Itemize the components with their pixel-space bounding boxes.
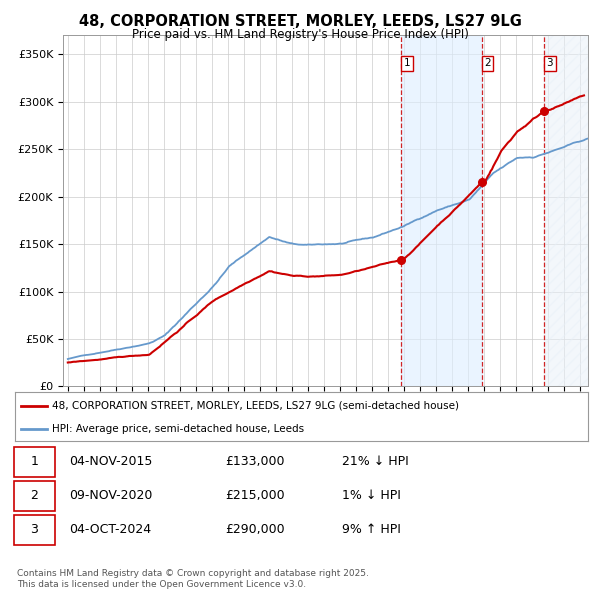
- Text: £215,000: £215,000: [225, 489, 284, 502]
- Text: 3: 3: [547, 58, 553, 68]
- Bar: [544, 35, 588, 386]
- Text: 1% ↓ HPI: 1% ↓ HPI: [342, 489, 401, 502]
- Text: 21% ↓ HPI: 21% ↓ HPI: [342, 455, 409, 468]
- Text: 2: 2: [484, 58, 491, 68]
- Text: 3: 3: [30, 523, 38, 536]
- Text: £133,000: £133,000: [225, 455, 284, 468]
- Text: £290,000: £290,000: [225, 523, 284, 536]
- Text: 04-NOV-2015: 04-NOV-2015: [69, 455, 152, 468]
- Text: 2: 2: [30, 489, 38, 502]
- Text: HPI: Average price, semi-detached house, Leeds: HPI: Average price, semi-detached house,…: [52, 424, 304, 434]
- Text: Contains HM Land Registry data © Crown copyright and database right 2025.
This d: Contains HM Land Registry data © Crown c…: [17, 569, 368, 589]
- Bar: [401, 35, 482, 386]
- Text: 9% ↑ HPI: 9% ↑ HPI: [342, 523, 401, 536]
- Text: 1: 1: [30, 455, 38, 468]
- Text: 09-NOV-2020: 09-NOV-2020: [69, 489, 152, 502]
- Text: 1: 1: [404, 58, 410, 68]
- Text: 48, CORPORATION STREET, MORLEY, LEEDS, LS27 9LG (semi-detached house): 48, CORPORATION STREET, MORLEY, LEEDS, L…: [52, 401, 459, 411]
- Text: 48, CORPORATION STREET, MORLEY, LEEDS, LS27 9LG: 48, CORPORATION STREET, MORLEY, LEEDS, L…: [79, 14, 521, 28]
- Text: 04-OCT-2024: 04-OCT-2024: [69, 523, 151, 536]
- Text: Price paid vs. HM Land Registry's House Price Index (HPI): Price paid vs. HM Land Registry's House …: [131, 28, 469, 41]
